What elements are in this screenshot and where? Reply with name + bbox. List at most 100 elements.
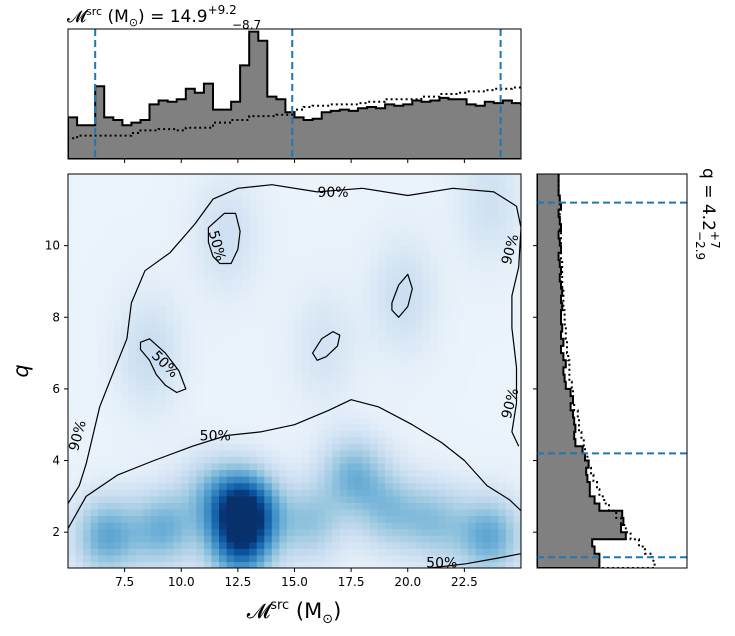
heatmap-cell: [407, 384, 416, 392]
heatmap-cell: [317, 233, 326, 241]
heatmap-cell: [279, 318, 288, 326]
heatmap-cell: [83, 469, 92, 477]
heatmap-cell: [445, 357, 454, 366]
heatmap-cell: [143, 482, 152, 490]
heatmap-cell: [332, 403, 341, 411]
heatmap-cell: [317, 561, 326, 568]
heatmap-cell: [279, 508, 288, 517]
main-density-panel: 90%50% 90%50%50%90%90%50% 7.5 10.0 12.5 15.0…: [45, 173, 522, 589]
heatmap-cell: [249, 325, 258, 333]
heatmap-cell: [468, 377, 477, 385]
heatmap-cell: [75, 200, 84, 208]
heatmap-cell: [385, 554, 394, 563]
heatmap-cell: [203, 298, 213, 306]
heatmap-cell: [211, 541, 220, 549]
heatmap-cell: [219, 371, 228, 379]
heatmap-cell: [90, 495, 99, 503]
heatmap-cell: [188, 219, 197, 228]
heatmap-cell: [332, 219, 341, 228]
heatmap-cell: [377, 180, 386, 188]
heatmap-cell: [400, 489, 409, 497]
heatmap-cell: [354, 180, 364, 188]
heatmap-cell: [196, 318, 205, 326]
heatmap-cell: [219, 331, 228, 339]
heatmap-cell: [264, 252, 273, 260]
heatmap-cell: [143, 489, 152, 497]
heatmap-cell: [339, 561, 348, 568]
heatmap-cell: [317, 331, 326, 339]
heatmap-cell: [370, 351, 379, 359]
heatmap-cell: [475, 285, 484, 293]
heatmap-cell: [422, 515, 431, 523]
heatmap-cell: [249, 239, 258, 247]
heatmap-cell: [249, 331, 258, 339]
heatmap-cell: [98, 298, 107, 306]
heatmap-cell: [445, 436, 454, 444]
heatmap-cell: [332, 233, 341, 241]
heatmap-cell: [181, 259, 190, 267]
heatmap-cell: [120, 305, 129, 313]
heatmap-cell: [151, 535, 160, 543]
heatmap-cell: [203, 305, 213, 313]
heatmap-cell: [234, 180, 243, 188]
heatmap-cell: [188, 416, 197, 425]
heatmap-cell: [234, 561, 243, 568]
heatmap-cell: [188, 213, 197, 221]
heatmap-cell: [505, 246, 515, 254]
heatmap-cell: [460, 318, 469, 326]
heatmap-cell: [143, 325, 152, 333]
heatmap-cell: [415, 305, 424, 313]
heatmap-cell: [460, 403, 469, 411]
heatmap-cell: [173, 174, 182, 182]
heatmap-cell: [151, 515, 160, 523]
heatmap-cell: [437, 226, 447, 234]
heatmap-cell: [332, 430, 341, 438]
heatmap-cell: [151, 272, 160, 280]
heatmap-cell: [286, 200, 296, 208]
heatmap-cell: [505, 213, 515, 221]
heatmap-cell: [302, 233, 311, 241]
heatmap-cell: [377, 502, 386, 510]
heatmap-cell: [203, 489, 213, 497]
heatmap-cell: [294, 252, 303, 260]
heatmap-cell: [120, 502, 129, 510]
heatmap-cell: [460, 331, 469, 339]
heatmap-cell: [271, 233, 280, 241]
heatmap-cell: [513, 561, 521, 568]
heatmap-cell: [324, 226, 333, 234]
heatmap-cell: [347, 259, 356, 267]
heatmap-cell: [68, 416, 77, 425]
heatmap-cell: [143, 292, 152, 300]
heatmap-cell: [468, 318, 477, 326]
heatmap-cell: [505, 338, 515, 346]
heatmap-cell: [196, 443, 205, 451]
heatmap-cell: [90, 239, 99, 247]
heatmap-cell: [430, 489, 439, 497]
heatmap-cell: [445, 508, 454, 517]
heatmap-cell: [513, 482, 521, 490]
heatmap-cell: [256, 298, 265, 306]
heatmap-cell: [120, 397, 129, 405]
heatmap-cell: [226, 187, 235, 195]
heatmap-cell: [226, 469, 235, 477]
heatmap-cell: [400, 449, 409, 457]
heatmap-cell: [377, 331, 386, 339]
heatmap-cell: [264, 456, 273, 464]
heatmap-cell: [105, 522, 114, 530]
heatmap-cell: [377, 410, 386, 418]
heatmap-cell: [128, 292, 137, 300]
heatmap-cell: [302, 515, 311, 523]
heatmap-cell: [219, 469, 228, 477]
heatmap-cell: [113, 548, 122, 556]
heatmap-cell: [422, 522, 431, 530]
heatmap-cell: [113, 390, 122, 398]
heatmap-cell: [135, 246, 145, 254]
heatmap-cell: [83, 423, 92, 431]
heatmap-cell: [90, 259, 99, 267]
heatmap-cell: [113, 292, 122, 300]
heatmap-cell: [294, 528, 303, 536]
heatmap-cell: [385, 351, 394, 359]
heatmap-cell: [362, 344, 371, 352]
right-histogram-dotted: [537, 174, 656, 568]
heatmap-cell: [483, 338, 492, 346]
